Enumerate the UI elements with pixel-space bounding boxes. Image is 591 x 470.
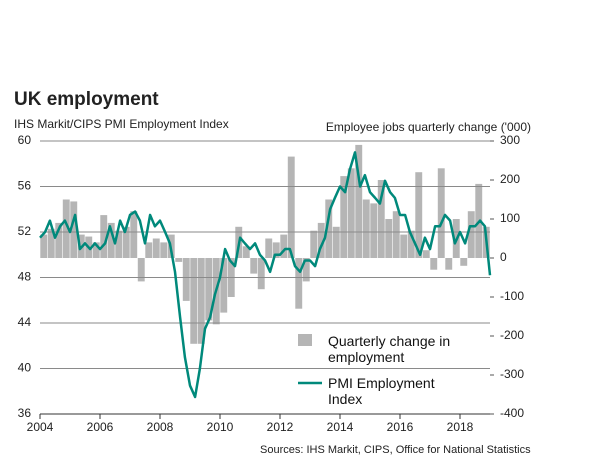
y2-tick-label: 0 — [500, 250, 507, 264]
y2-tick-label: -100 — [500, 289, 524, 303]
y-axis-label: IHS Markit/CIPS PMI Employment Index — [14, 117, 229, 131]
bar — [385, 219, 393, 258]
y-tick-label: 40 — [18, 361, 32, 375]
bar — [272, 242, 280, 258]
bar — [302, 258, 310, 282]
bar — [407, 230, 415, 258]
legend-label: PMI Employment Index — [328, 375, 435, 407]
bar — [445, 258, 453, 270]
x-tick-label: 2010 — [207, 420, 234, 434]
x-tick-label: 2016 — [387, 420, 414, 434]
y2-tick-label: -300 — [500, 367, 524, 381]
bar — [332, 226, 340, 258]
y2-tick-label: -200 — [500, 328, 524, 342]
y2-tick-label: 300 — [500, 133, 520, 147]
bar — [377, 180, 385, 258]
bar — [340, 176, 348, 258]
x-tick-label: 2014 — [327, 420, 354, 434]
source: Sources: IHS Markit, CIPS, Office for Na… — [260, 444, 531, 456]
bar — [280, 234, 288, 258]
bar — [242, 246, 250, 258]
bar — [422, 250, 430, 258]
bar — [437, 168, 445, 258]
y-tick-label: 56 — [18, 179, 32, 193]
bar — [392, 211, 400, 258]
y-tick-label: 60 — [18, 133, 32, 147]
y-tick-label: 44 — [18, 315, 32, 329]
bar — [295, 258, 303, 309]
bar — [190, 258, 198, 344]
y2-tick-label: 200 — [500, 172, 520, 186]
bar — [430, 258, 438, 270]
bar — [62, 199, 70, 258]
y-tick-label: 52 — [18, 224, 32, 238]
bar — [220, 258, 228, 313]
bar — [347, 168, 355, 258]
x-tick-label: 2012 — [267, 420, 294, 434]
bar — [145, 242, 153, 258]
bar — [47, 228, 55, 258]
bar — [70, 201, 78, 258]
bar — [370, 203, 378, 258]
bar — [205, 258, 213, 321]
bar — [197, 258, 205, 344]
bar — [415, 172, 423, 258]
bar — [310, 230, 318, 258]
y2-tick-label: 100 — [500, 211, 520, 225]
bar — [160, 242, 168, 258]
y2-tick-label: -400 — [500, 406, 524, 420]
bar — [175, 258, 183, 262]
x-tick-label: 2008 — [147, 420, 174, 434]
bar — [257, 258, 265, 290]
x-tick-label: 2004 — [27, 420, 54, 434]
bar — [40, 234, 48, 258]
bar — [130, 211, 138, 258]
bar — [152, 238, 160, 258]
bar — [317, 222, 325, 258]
bar — [287, 156, 295, 258]
bar — [265, 238, 273, 258]
bar — [92, 242, 100, 258]
legend-swatch — [298, 334, 312, 346]
y-tick-label: 48 — [18, 270, 32, 284]
bar — [55, 222, 63, 258]
chart-title: UK employment — [14, 89, 159, 110]
bar — [122, 226, 130, 258]
bar — [182, 258, 190, 301]
bar — [107, 222, 115, 258]
bar — [460, 258, 468, 266]
bar — [325, 199, 333, 258]
bar — [467, 211, 475, 258]
bar — [400, 234, 408, 258]
bar — [355, 144, 363, 258]
bar — [115, 230, 123, 258]
bar — [100, 215, 108, 258]
x-tick-label: 2006 — [87, 420, 114, 434]
line — [39, 151, 492, 399]
x-tick-label: 2018 — [447, 420, 474, 434]
legend-label: Quarterly change in employment — [328, 333, 451, 365]
bar — [137, 258, 145, 282]
y-tick-label: 36 — [18, 406, 32, 420]
bar — [362, 199, 370, 258]
y2-axis-label: Employee jobs quarterly change ('000) — [326, 120, 531, 134]
bar — [250, 258, 258, 274]
